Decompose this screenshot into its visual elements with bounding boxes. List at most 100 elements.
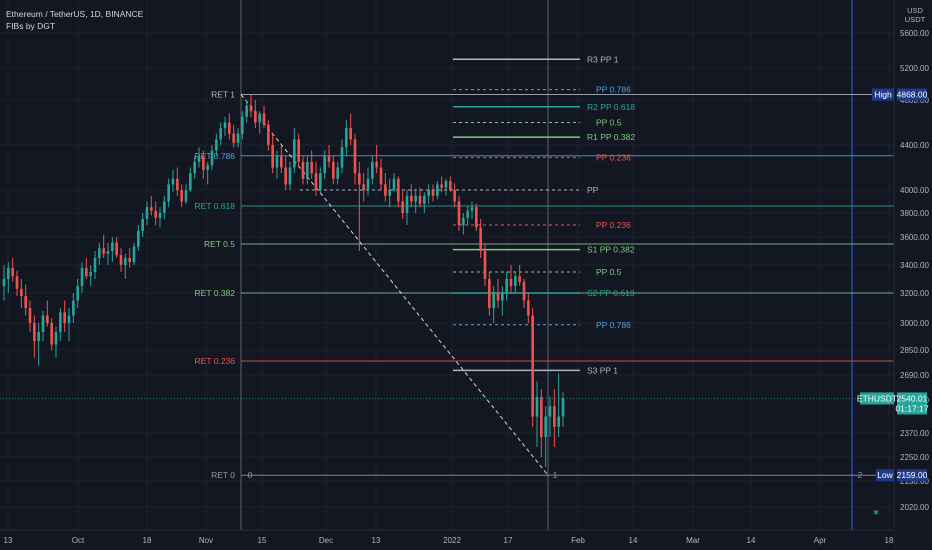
- candle-body[interactable]: [184, 190, 188, 202]
- candle-body[interactable]: [275, 156, 279, 168]
- candle-body[interactable]: [145, 207, 149, 219]
- candle-body[interactable]: [401, 201, 404, 214]
- candle-body[interactable]: [557, 416, 560, 427]
- candle-body[interactable]: [158, 213, 162, 218]
- candle-body[interactable]: [353, 139, 357, 174]
- candle-body[interactable]: [457, 201, 461, 226]
- candle-body[interactable]: [414, 195, 417, 202]
- candle-body[interactable]: [258, 113, 261, 123]
- candle-body[interactable]: [24, 296, 27, 308]
- candle-body[interactable]: [80, 267, 84, 286]
- candle-body[interactable]: [496, 293, 500, 301]
- currency-label[interactable]: USD USDT: [903, 6, 927, 24]
- candle-body[interactable]: [362, 184, 365, 190]
- candle-body[interactable]: [106, 251, 110, 254]
- candle-body[interactable]: [405, 195, 409, 213]
- candle-body[interactable]: [41, 315, 45, 333]
- candle-body[interactable]: [306, 161, 309, 179]
- candle-body[interactable]: [7, 267, 10, 279]
- candle-body[interactable]: [440, 184, 443, 188]
- candle-body[interactable]: [423, 195, 426, 204]
- candle-body[interactable]: [323, 156, 326, 174]
- candle-body[interactable]: [137, 231, 140, 247]
- candle-body[interactable]: [167, 184, 170, 202]
- candle-body[interactable]: [444, 181, 448, 188]
- candle-body[interactable]: [67, 315, 71, 324]
- candle-body[interactable]: [358, 173, 361, 185]
- candle-body[interactable]: [280, 156, 283, 168]
- candle-body[interactable]: [154, 210, 157, 218]
- candle-body[interactable]: [535, 396, 539, 417]
- price-axis[interactable]: [894, 0, 932, 550]
- candle-body[interactable]: [89, 272, 92, 277]
- candle-body[interactable]: [366, 178, 370, 190]
- candle-body[interactable]: [119, 255, 123, 265]
- candle-body[interactable]: [293, 139, 296, 168]
- candle-body[interactable]: [392, 178, 396, 190]
- candle-body[interactable]: [427, 190, 430, 196]
- candle-body[interactable]: [215, 139, 218, 151]
- candle-body[interactable]: [76, 286, 79, 301]
- candle-body[interactable]: [180, 190, 183, 202]
- candle-body[interactable]: [345, 128, 348, 148]
- candle-body[interactable]: [37, 332, 40, 341]
- candle-body[interactable]: [210, 150, 214, 166]
- candle-body[interactable]: [544, 416, 547, 438]
- candle-body[interactable]: [314, 173, 318, 190]
- candle-body[interactable]: [141, 219, 144, 231]
- candle-body[interactable]: [418, 195, 422, 204]
- candle-body[interactable]: [59, 312, 62, 333]
- settings-icon[interactable]: ✶: [872, 508, 880, 519]
- candle-body[interactable]: [470, 207, 474, 211]
- candle-body[interactable]: [479, 227, 482, 251]
- candle-body[interactable]: [397, 178, 400, 202]
- candle-body[interactable]: [202, 156, 205, 170]
- candle-body[interactable]: [501, 293, 504, 301]
- candle-body[interactable]: [254, 111, 257, 123]
- candle-body[interactable]: [189, 173, 192, 190]
- candle-body[interactable]: [349, 128, 352, 140]
- candle-body[interactable]: [336, 167, 339, 179]
- candle-body[interactable]: [193, 161, 196, 174]
- candle-body[interactable]: [72, 300, 75, 316]
- candle-body[interactable]: [431, 190, 435, 196]
- candle-body[interactable]: [561, 398, 565, 417]
- candle-body[interactable]: [245, 105, 248, 117]
- candle-body[interactable]: [20, 288, 23, 296]
- candle-body[interactable]: [249, 105, 253, 112]
- candle-body[interactable]: [371, 161, 374, 179]
- candle-body[interactable]: [449, 181, 452, 190]
- candle-body[interactable]: [327, 156, 331, 162]
- candle-body[interactable]: [50, 323, 53, 345]
- candle-body[interactable]: [553, 406, 556, 427]
- candle-body[interactable]: [197, 156, 201, 162]
- candle-body[interactable]: [492, 293, 495, 308]
- candle-body[interactable]: [176, 178, 179, 190]
- candle-body[interactable]: [384, 184, 387, 196]
- candle-body[interactable]: [206, 165, 209, 170]
- candle-body[interactable]: [332, 161, 335, 179]
- candle-body[interactable]: [115, 242, 118, 256]
- candle-body[interactable]: [232, 133, 235, 143]
- candle-body[interactable]: [163, 201, 166, 214]
- candle-body[interactable]: [2, 279, 6, 286]
- candle-body[interactable]: [262, 113, 266, 125]
- candle-body[interactable]: [436, 184, 439, 196]
- candle-body[interactable]: [98, 248, 101, 258]
- time-axis[interactable]: [0, 530, 894, 550]
- candle-body[interactable]: [379, 167, 383, 185]
- indicator-title[interactable]: FIBs by DGT: [6, 21, 56, 31]
- candle-body[interactable]: [46, 315, 49, 324]
- candle-body[interactable]: [15, 276, 19, 289]
- candle-body[interactable]: [410, 195, 413, 202]
- candle-body[interactable]: [128, 258, 131, 263]
- candle-body[interactable]: [93, 258, 97, 272]
- candle-body[interactable]: [527, 300, 530, 316]
- candle-body[interactable]: [518, 276, 521, 282]
- candle-body[interactable]: [297, 139, 300, 162]
- candle-body[interactable]: [288, 167, 292, 185]
- candle-body[interactable]: [219, 128, 222, 140]
- candle-body[interactable]: [267, 124, 270, 145]
- candle-body[interactable]: [28, 308, 32, 323]
